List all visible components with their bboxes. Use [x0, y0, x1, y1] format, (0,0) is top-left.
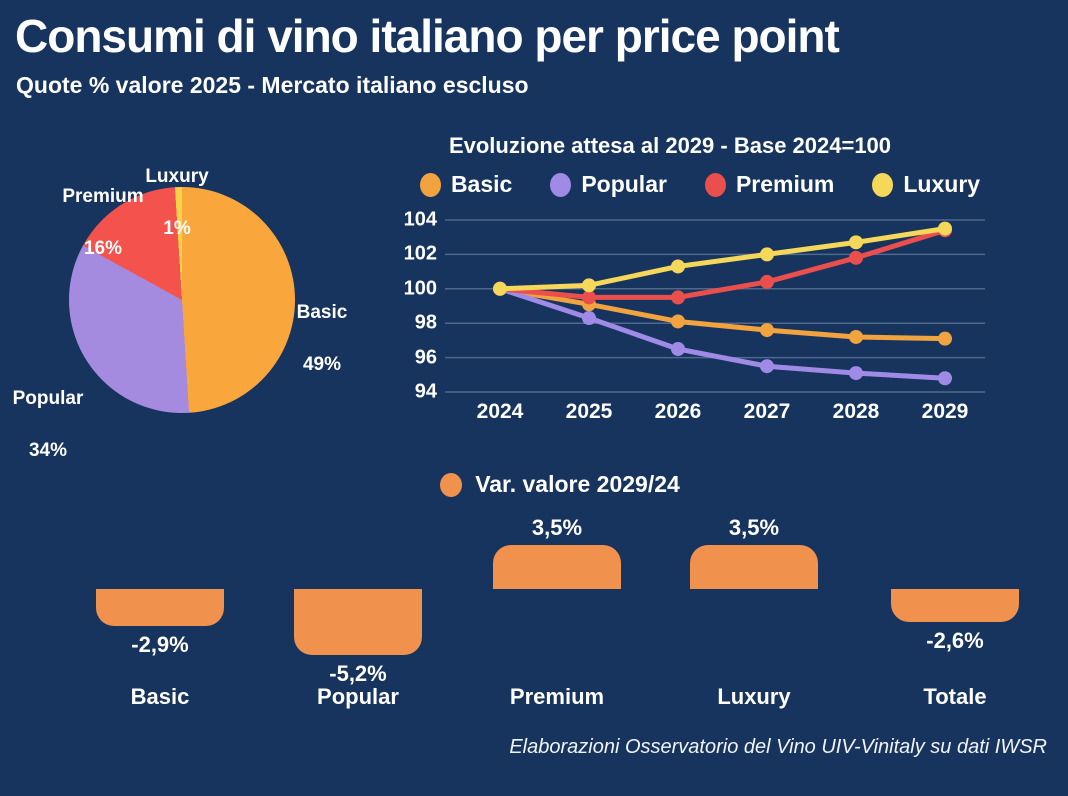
pie-slice-name: Basic	[296, 302, 348, 323]
legend-item-basic: Basic	[419, 171, 513, 198]
bar-value-label: 3,5%	[531, 514, 583, 540]
data-point-premium-2024	[493, 281, 507, 296]
data-point-basic-2029	[938, 331, 952, 346]
legend-item-luxury: Luxury	[872, 171, 980, 198]
legend-marker-basic-icon	[419, 172, 441, 197]
y-axis-tick: 104	[403, 208, 437, 231]
page-title: Consumi di vino italiano per price point	[15, 10, 840, 62]
y-axis-tick: 94	[414, 380, 437, 403]
bar-category-label: Basic	[130, 684, 190, 709]
line-chart-legend: Basic Popular Premium Luxury	[410, 171, 990, 198]
data-point-luxury-2028	[849, 235, 863, 250]
data-point-luxury-2025	[582, 278, 596, 293]
line-series-popular	[497, 286, 948, 381]
bar-chart-title: Var. valore 2029/24	[330, 471, 790, 498]
bar-popular	[294, 589, 422, 655]
data-point-luxury-2029	[938, 221, 952, 236]
bar-chart-title-label: Var. valore 2029/24	[475, 471, 680, 497]
pie-label-luxury: Luxury 1%	[117, 138, 237, 242]
bar-legend-marker-icon	[440, 472, 463, 497]
line-series-basic	[497, 286, 948, 342]
legend-label: Luxury	[903, 171, 981, 197]
pie-label-popular: Popular 34%	[0, 360, 108, 464]
data-point-basic-2028	[849, 329, 863, 344]
data-point-popular-2028	[849, 366, 863, 381]
data-point-popular-2026	[671, 342, 685, 356]
y-axis-tick: 96	[414, 346, 437, 369]
bar-luxury	[690, 544, 818, 589]
legend-marker-luxury-icon	[872, 172, 894, 197]
data-point-premium-2029	[938, 223, 952, 238]
y-axis-tick: 102	[403, 242, 437, 265]
data-point-basic-2024	[493, 281, 507, 296]
data-point-basic-2027	[760, 323, 774, 338]
legend-marker-premium-icon	[704, 172, 726, 197]
legend-item-premium: Premium	[704, 171, 835, 198]
source-note: Elaborazioni Osservatorio del Vino UIV-V…	[509, 736, 1047, 758]
bar-basic	[96, 589, 224, 626]
legend-marker-popular-icon	[550, 172, 572, 197]
x-axis-tick: 2027	[743, 400, 791, 423]
line-series-premium	[497, 227, 948, 300]
line-series-luxury	[497, 226, 948, 292]
bar-category-label: Totale	[923, 684, 987, 709]
data-point-luxury-2024	[493, 281, 507, 296]
pie-label-basic: Basic 49%	[262, 274, 382, 378]
bar-value-label: -2,6%	[926, 627, 984, 653]
pie-chart	[69, 187, 295, 413]
data-point-luxury-2027	[760, 247, 774, 262]
pie-slice-name: Luxury	[145, 166, 209, 187]
legend-label: Basic	[450, 171, 513, 197]
data-point-premium-2026	[671, 290, 685, 305]
x-axis-tick: 2024	[476, 400, 524, 423]
data-point-popular-2027	[760, 359, 774, 374]
data-point-premium-2028	[849, 250, 863, 265]
data-point-premium-2027	[760, 274, 774, 289]
pie-slice-value: 34%	[28, 440, 68, 461]
bar-value-label: 3,5%	[728, 514, 780, 540]
x-axis-tick: 2029	[921, 400, 969, 423]
bar-category-label: Premium	[509, 684, 605, 709]
data-point-popular-2029	[938, 371, 952, 386]
line-chart-title: Evoluzione attesa al 2029 - Base 2024=10…	[448, 133, 892, 158]
data-point-luxury-2026	[671, 259, 685, 274]
pie-slice-name: Premium	[62, 186, 144, 207]
x-axis-tick: 2025	[565, 400, 613, 423]
data-point-basic-2026	[671, 314, 685, 329]
data-point-popular-2025	[582, 311, 596, 326]
x-axis-tick: 2028	[832, 400, 880, 423]
x-axis-tick: 2026	[654, 400, 702, 423]
bar-category-label: Luxury	[717, 684, 791, 709]
pie-label-premium: Premium 16%	[33, 158, 173, 262]
pie-slice-value: 1%	[163, 218, 191, 239]
bar-value-label: -2,9%	[131, 631, 189, 657]
bar-premium	[493, 544, 621, 589]
pie-slice-value: 49%	[302, 354, 342, 375]
legend-item-popular: Popular	[550, 171, 667, 198]
page-subtitle: Quote % valore 2025 - Mercato italiano e…	[16, 72, 529, 98]
bar-totale	[891, 589, 1019, 622]
y-axis-tick: 100	[403, 277, 437, 300]
bar-value-label: -5,2%	[329, 660, 387, 686]
y-axis-tick: 98	[414, 311, 437, 334]
data-point-basic-2025	[582, 297, 596, 312]
bar-category-label: Popular	[317, 684, 399, 709]
data-point-popular-2024	[493, 281, 507, 296]
pie-slice-value: 16%	[83, 238, 123, 259]
pie-slice-name: Popular	[12, 388, 84, 409]
data-point-premium-2025	[582, 290, 596, 305]
legend-label: Popular	[581, 171, 667, 197]
legend-label: Premium	[735, 171, 835, 197]
